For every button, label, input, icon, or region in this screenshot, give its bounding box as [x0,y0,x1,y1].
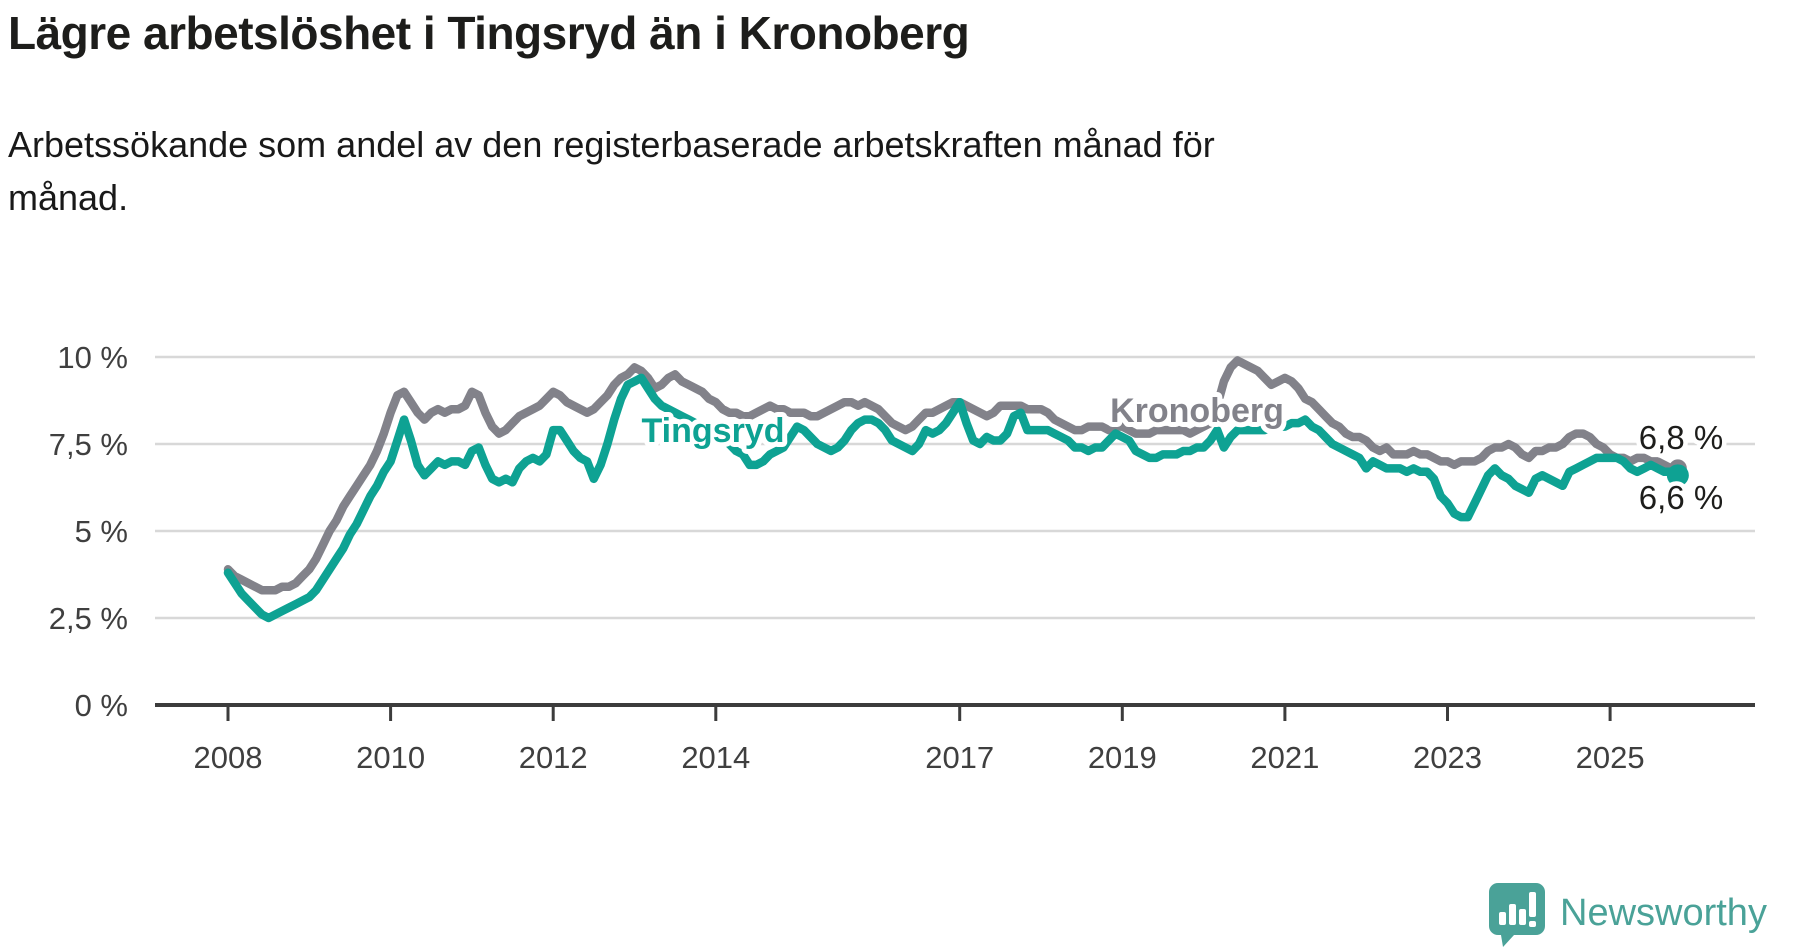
y-axis-labels-group: 0 % 2,5 % 5 % 7,5 % 10 % [49,340,128,723]
kronoberg-line [223,356,1683,595]
chart-title: Lägre arbetslöshet i Tingsryd än i Krono… [8,7,970,59]
x-axis-labels-group: 2008 2010 2012 2014 2017 2019 2021 2023 2025 [194,740,1645,775]
x-axis-tick-label: 2021 [1250,740,1319,775]
tingsryd-end-value-label: 6,6 % [1639,479,1723,516]
x-axis-tick-label: 2023 [1413,740,1482,775]
x-axis-tick-label: 2017 [925,740,994,775]
y-axis-tick-label: 5 % [75,514,128,549]
newsworthy-logo-icon [1489,883,1545,947]
y-axis-tick-label: 2,5 % [49,601,128,636]
x-axis-tick-label: 2019 [1088,740,1157,775]
x-axis-tick-label: 2025 [1576,740,1645,775]
kronoberg-end-value-label: 6,8 % [1639,419,1723,456]
x-axis-tick-label: 2014 [681,740,750,775]
kronoberg-series-label: Kronoberg [1110,392,1284,430]
x-axis-tick-label: 2012 [519,740,588,775]
chart-subtitle-line1: Arbetssökande som andel av den registerb… [8,124,1215,165]
tingsryd-end-dot [1666,464,1689,487]
tingsryd-series-label: Tingsryd [642,412,785,450]
newsworthy-logo-text: Newsworthy [1560,892,1767,934]
y-axis-tick-label: 0 % [75,688,128,723]
x-axis-tick-label: 2010 [356,740,425,775]
tingsryd-line [223,373,1683,623]
newsworthy-logo: Newsworthy [1488,882,1767,948]
chart-subtitle: Arbetssökande som andel av den registerb… [8,118,1215,224]
x-axis-ticks-group [226,705,1612,721]
y-axis-tick-label: 10 % [57,340,128,375]
gridlines-group [155,355,1755,620]
chart-subtitle-line2: månad. [8,177,129,218]
series-lines-group [223,356,1689,623]
x-axis-tick-label: 2008 [194,740,263,775]
y-axis-tick-label: 7,5 % [49,427,128,462]
